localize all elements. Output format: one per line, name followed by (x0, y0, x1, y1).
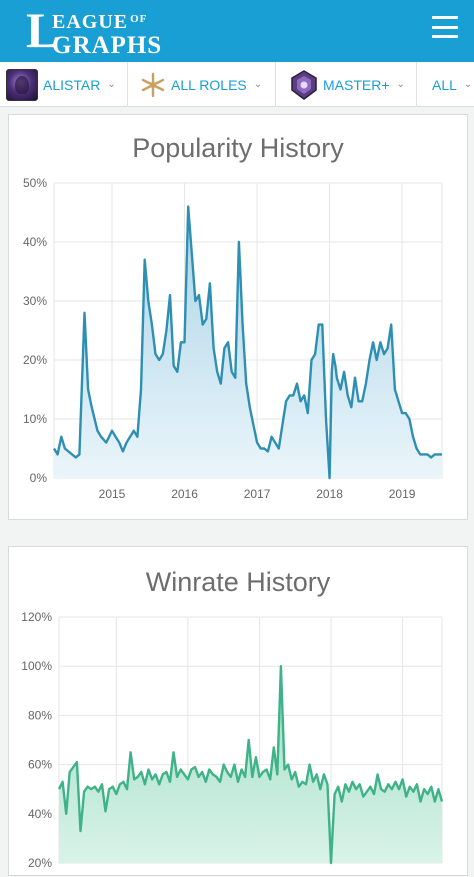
champion-filter-label: ALISTAR (43, 76, 101, 93)
menu-bar (432, 16, 458, 19)
winrate-y-tick-label: 100% (21, 659, 52, 673)
logo-line-2: GRAPHS (52, 32, 163, 59)
popularity-history-card: Popularity History 0% 10% 20% 30% 40% 50% 2015… (8, 114, 468, 520)
logo-word-league: EAGUE (52, 11, 129, 33)
popularity-history-chart[interactable]: 0% 10% 20% 30% 40% 50% 2015 2016 2017 2018 2019 (9, 115, 469, 521)
filter-bar: ALISTAR ⌄ ALL ROLES ⌄ MASTER+ ⌄ (0, 62, 474, 107)
chevron-down-icon: ⌄ (107, 79, 116, 90)
popularity-y-tick-label: 40% (23, 235, 47, 249)
master-rank-icon (290, 69, 318, 100)
popularity-series-line (52, 205, 442, 480)
winrate-y-tick-label: 20% (28, 856, 52, 870)
logo-line-1: EAGUE OF (52, 11, 147, 34)
chevron-down-icon: ⌄ (463, 79, 473, 90)
rank-filter[interactable]: MASTER+ ⌄ (276, 62, 417, 107)
top-header: L EAGUE OF GRAPHS (0, 0, 474, 62)
popularity-y-tick-label: 10% (23, 412, 47, 426)
winrate-series-line (57, 665, 444, 865)
popularity-y-tick-label: 20% (23, 353, 47, 367)
champion-portrait-icon (6, 68, 38, 101)
chevron-down-icon: ⌄ (396, 79, 405, 90)
winrate-y-tick-label: 120% (21, 610, 52, 624)
chevron-down-icon: ⌄ (253, 79, 263, 90)
winrate-y-tick-label: 40% (28, 807, 52, 821)
popularity-history-title: Popularity History (132, 133, 344, 163)
role-filter-label: ALL ROLES (171, 76, 247, 93)
popularity-y-tick-label: 30% (23, 294, 47, 308)
popularity-x-tick-label: 2015 (99, 487, 126, 501)
winrate-y-tick-label: 60% (28, 758, 52, 772)
menu-bar (432, 25, 458, 29)
popularity-y-tick-label: 0% (30, 471, 48, 485)
popularity-x-tick-label: 2016 (171, 487, 198, 501)
logo-word-of: OF (130, 13, 148, 25)
popularity-area-fill (54, 206, 442, 478)
region-filter[interactable]: ALL ⌄ (417, 62, 474, 107)
rank-filter-label: MASTER+ (323, 76, 390, 93)
champion-filter[interactable]: ALISTAR ⌄ (0, 62, 128, 107)
winrate-y-tick-label: 80% (28, 708, 52, 722)
region-filter-label: ALL (432, 76, 457, 93)
popularity-x-tick-label: 2018 (316, 487, 343, 501)
role-filter[interactable]: ALL ROLES ⌄ (128, 62, 276, 107)
winrate-history-card: Winrate History 20% 40% 60% 80% 100% 120% (8, 546, 468, 876)
hamburger-menu-icon[interactable] (432, 16, 458, 38)
popularity-y-tick-label: 50% (23, 176, 47, 190)
popularity-x-tick-label: 2019 (389, 487, 416, 501)
menu-bar (432, 35, 458, 38)
winrate-history-title: Winrate History (145, 567, 331, 597)
popularity-x-tick-label: 2017 (244, 487, 271, 501)
all-roles-icon (140, 72, 166, 98)
logo-big-letter: L (26, 2, 60, 58)
winrate-history-chart[interactable]: 20% 40% 60% 80% 100% 120% (9, 547, 469, 877)
